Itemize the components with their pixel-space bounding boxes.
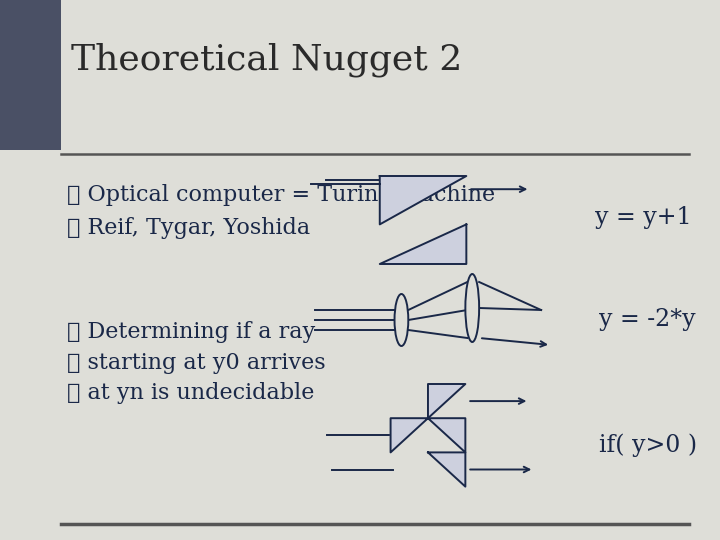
Text: if( y>0 ): if( y>0 ): [598, 434, 697, 457]
Text: ❖ at yn is undecidable: ❖ at yn is undecidable: [67, 382, 314, 404]
Text: ❖ Determining if a ray: ❖ Determining if a ray: [67, 321, 315, 343]
Polygon shape: [390, 418, 428, 453]
Text: ❖ starting at y0 arrives: ❖ starting at y0 arrives: [67, 352, 325, 374]
Polygon shape: [379, 225, 467, 264]
Ellipse shape: [395, 294, 408, 346]
Bar: [0, 0, 61, 150]
Text: Theoretical Nugget 2: Theoretical Nugget 2: [71, 43, 462, 77]
Text: y = y+1: y = y+1: [595, 206, 692, 228]
Ellipse shape: [465, 274, 479, 342]
Polygon shape: [428, 384, 465, 418]
Polygon shape: [428, 418, 465, 453]
Text: ❖ Reif, Tygar, Yoshida: ❖ Reif, Tygar, Yoshida: [67, 217, 310, 239]
Polygon shape: [428, 453, 465, 487]
Polygon shape: [379, 176, 467, 225]
Text: ❖ Optical computer = Turing machine: ❖ Optical computer = Turing machine: [67, 185, 495, 206]
Text: y = -2*y: y = -2*y: [598, 308, 696, 331]
